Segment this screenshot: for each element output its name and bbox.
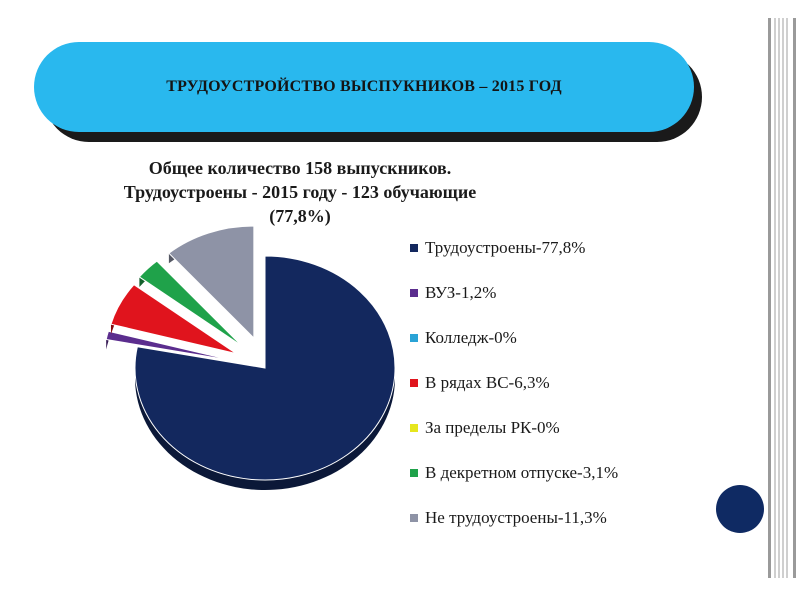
pie-slice-top — [134, 255, 396, 481]
legend-label: В декретном отпуске-3,1% — [425, 462, 619, 482]
legend-label: Не трудоустроены-11,3% — [425, 507, 607, 527]
legend-swatch — [410, 333, 418, 342]
chart-legend: Трудоустроены-77,8% ВУЗ-1,2% Колледж-0% В р… — [410, 225, 710, 540]
legend-item: Трудоустроены-77,8% — [410, 225, 710, 270]
pie-slice — [105, 330, 234, 362]
title-banner: ТРУДОУСТРОЙСТВО ВЫСПУКНИКОВ – 2015 ГОД — [34, 42, 694, 132]
legend-item: За пределы РК-0% — [410, 405, 710, 450]
decorative-dot — [716, 485, 764, 533]
stripe-line — [768, 18, 771, 578]
pie-slice-top — [168, 225, 255, 340]
pie-slice — [110, 284, 237, 355]
legend-item: В декретном отпуске-3,1% — [410, 450, 710, 495]
pie-slice-top — [138, 260, 243, 347]
chart-title-line: Общее количество 158 выпускников. — [148, 158, 452, 178]
legend-item: Колледж-0% — [410, 315, 710, 360]
stripe-line — [793, 18, 796, 578]
legend-swatch — [410, 378, 418, 387]
slide-title: ТРУДОУСТРОЙСТВО ВЫСПУКНИКОВ – 2015 ГОД — [166, 78, 562, 95]
legend-swatch — [410, 468, 418, 477]
legend-item: В рядах ВС-6,3% — [410, 360, 710, 405]
pie-slice-top — [105, 330, 234, 362]
pie-slice — [168, 225, 255, 340]
legend-label: В рядах ВС-6,3% — [425, 372, 550, 392]
legend-label: Трудоустроены-77,8% — [425, 237, 586, 257]
legend-swatch — [410, 423, 418, 432]
chart-title-line: (77,8%) — [269, 206, 331, 226]
decorative-side-stripes — [766, 0, 800, 600]
pie-chart — [105, 225, 396, 490]
legend-label: ВУЗ-1,2% — [425, 282, 497, 302]
legend-swatch — [410, 513, 418, 522]
legend-item: ВУЗ-1,2% — [410, 270, 710, 315]
legend-swatch — [410, 243, 418, 252]
chart-title-line: Трудоустроены - 2015 году - 123 обучающи… — [123, 182, 477, 202]
legend-label: Колледж-0% — [425, 327, 517, 347]
legend-item: Не трудоустроены-11,3% — [410, 495, 710, 540]
pie-slice — [138, 260, 243, 347]
pie-slice — [134, 255, 396, 490]
stripe-band — [774, 18, 790, 578]
legend-label: За пределы РК-0% — [425, 417, 560, 437]
legend-swatch — [410, 288, 418, 297]
pie-slice-top — [110, 284, 237, 355]
chart-title: Общее количество 158 выпускников. Трудоу… — [100, 156, 500, 228]
